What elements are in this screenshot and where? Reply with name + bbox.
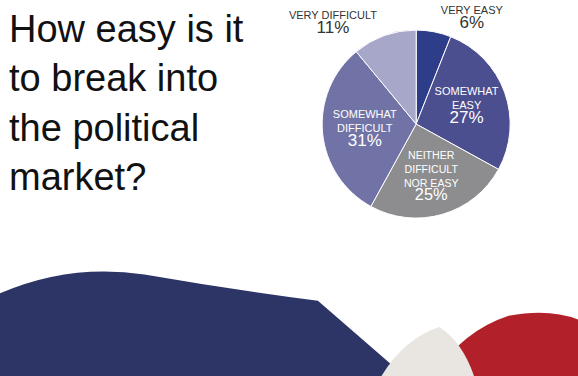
svg-text:VERY EASY6%: VERY EASY6%	[441, 4, 504, 32]
svg-text:NEITHERDIFFICULTNOR EASY25%: NEITHERDIFFICULTNOR EASY25%	[404, 149, 459, 203]
svg-text:SOMEWHATEASY27%: SOMEWHATEASY27%	[435, 85, 499, 128]
svg-text:SOMEWHATDIFFICULT31%: SOMEWHATDIFFICULT31%	[333, 108, 397, 151]
svg-text:How easy is itto break intothe: How easy is itto break intothe political…	[9, 8, 244, 198]
svg-text:VERY DIFFICULT11%: VERY DIFFICULT11%	[289, 9, 377, 37]
